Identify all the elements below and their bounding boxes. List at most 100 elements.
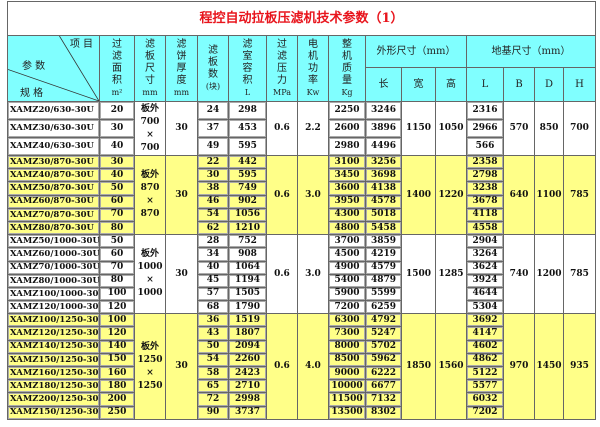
plate-count: 50 (197, 339, 229, 354)
table-row: XAMZ150/1250-30U 250 90 3737 13500 8302 7202 (7, 405, 596, 420)
filter-area: 40 (99, 168, 135, 183)
chamber-volume: 298 (228, 101, 267, 120)
filter-area: 200 (99, 392, 135, 407)
cake-header-char: 厚 (176, 62, 187, 74)
machine-weight: 2600 (328, 119, 366, 138)
weight-header-char: 质 (342, 62, 352, 74)
diagonal-lines (8, 36, 99, 101)
table-row: XAMZ140/1250-30U 140 50 2094 8000 5702 4602 (7, 339, 596, 354)
filter-pressure: 0.6 (266, 313, 298, 420)
weight-header-char: 量 (342, 74, 352, 86)
corner-item-label: 项 目 (69, 39, 93, 50)
base-b: 570 (503, 101, 535, 156)
filter-area: 30 (99, 154, 135, 170)
filter-area: 100 (99, 313, 135, 328)
plate-size: 板外 1000 × 1000 (134, 234, 166, 315)
cake-header-char: 饼 (176, 50, 187, 62)
header-base: 地基尺寸（mm） (465, 35, 597, 68)
plate-size-line: × (146, 275, 154, 286)
cake-header-char: 度 (176, 74, 187, 86)
base-b: 740 (503, 234, 535, 315)
model-spec: XAMZ140/1250-30U (7, 339, 100, 354)
power-header-char: 功 (308, 62, 318, 74)
plate-size-line: 1000 (137, 262, 163, 273)
plate-count: 37 (197, 119, 229, 138)
machine-weight: 6300 (328, 313, 366, 328)
outline-length: 4138 (365, 181, 402, 196)
model-spec: XAMZ160/1250-30U (7, 365, 100, 381)
outline-width: 1500 (401, 234, 436, 315)
plate-size-line: 板外 (140, 341, 159, 352)
filter-area: 180 (99, 379, 135, 394)
chamber-volume: 752 (228, 234, 267, 249)
table-row: XAMZ70/870-30U 70 54 1056 4300 5018 4118 (7, 207, 596, 222)
table-row: XAMZ30/870-30U 30 板外 870 × 870 30 22 442 0.6 3.0 31… (7, 154, 597, 236)
corner-param-label: 参 数 (22, 61, 46, 72)
machine-weight: 7300 (328, 326, 366, 341)
plates-header-char: 板 (208, 56, 218, 68)
plate-size: 板外 870 × 870 (134, 154, 166, 236)
outline-height: 1560 (435, 313, 467, 420)
base-h: 935 (562, 313, 597, 420)
plate-size-line: 1250 (137, 354, 163, 365)
pressure-header-char: 力 (277, 74, 287, 86)
cake-header-char: 滤 (176, 38, 187, 50)
model-spec: XAMZ20/630-30U (7, 101, 100, 120)
table-row: XAMZ160/1250-30U 160 58 2423 9000 6222 5122 (7, 365, 596, 381)
plate_size-header-char: 寸 (145, 74, 155, 86)
volume-header-char: 容 (242, 62, 253, 74)
base-l: 4118 (466, 207, 504, 222)
header-power: 电机功率 Kw (297, 35, 329, 102)
model-spec: XAMZ60/1000-30U (7, 247, 100, 262)
filter-area: 50 (99, 181, 135, 196)
chamber-volume: 595 (228, 168, 267, 183)
base-l: 2798 (466, 168, 504, 183)
outline-length: 3896 (365, 119, 402, 138)
base-l: 4558 (466, 220, 504, 236)
base-l: 7202 (466, 405, 504, 420)
model-spec: XAMZ100/1000-30U (7, 286, 100, 302)
plate-count: 54 (197, 352, 229, 368)
base-l: 3924 (466, 273, 504, 288)
model-spec: XAMZ30/630-30U (7, 119, 100, 138)
table-row: XAMZ120/1000-30U 120 68 1790 7200 6259 5304 (7, 300, 596, 315)
filter-area: 40 (99, 137, 135, 156)
table-row: XAMZ20/630-30U 20 板外 700 × 700 30 24 298 0.6 2.2 22… (7, 101, 597, 156)
outline-width: 1400 (401, 154, 436, 236)
plate-size-line: 1250 (137, 380, 163, 391)
table-row: XAMZ60/870-30U 60 46 902 3950 4578 3678 (7, 194, 596, 209)
plate-size-line: 700 (140, 116, 160, 127)
machine-weight: 3700 (328, 234, 366, 249)
chamber-volume: 453 (228, 119, 267, 138)
base-h: 700 (562, 101, 597, 156)
cake-thickness: 30 (165, 234, 198, 315)
base-d: 1200 (534, 234, 564, 315)
outline-height: 1285 (435, 234, 467, 315)
power-header-char: 机 (308, 50, 318, 62)
motor-power: 4.0 (297, 313, 329, 420)
plate-size-line: 板外 (140, 170, 159, 181)
machine-weight: 7200 (328, 300, 366, 315)
table-row: XAMZ40/630-30U 40 49 595 2980 4496 566 (7, 137, 596, 156)
model-spec: XAMZ70/870-30U (7, 207, 100, 222)
pressure-header-char: 滤 (277, 50, 287, 62)
base-l: 3624 (466, 260, 504, 275)
machine-weight: 3100 (328, 154, 366, 170)
model-spec: XAMZ40/630-30U (7, 137, 100, 156)
chamber-volume: 2998 (228, 392, 267, 407)
base-l: 5577 (466, 379, 504, 394)
pressure-header-char: 过 (277, 38, 287, 50)
plate-count: 57 (197, 286, 229, 302)
plate-size-line: 870 (140, 183, 160, 194)
filter-area: 80 (99, 220, 135, 236)
machine-weight: 13500 (328, 405, 366, 420)
filter-area: 250 (99, 405, 135, 420)
base-h: 785 (562, 154, 597, 236)
base-l: 4602 (466, 339, 504, 354)
base-l: 2904 (466, 234, 504, 249)
table-row: XAMZ30/630-30U 30 37 453 2600 3896 2966 (7, 119, 596, 138)
plate-count: 58 (197, 365, 229, 381)
header-base-d: D (534, 67, 564, 102)
area-header-char: 滤 (112, 50, 122, 62)
cake-thickness: 30 (165, 101, 198, 156)
